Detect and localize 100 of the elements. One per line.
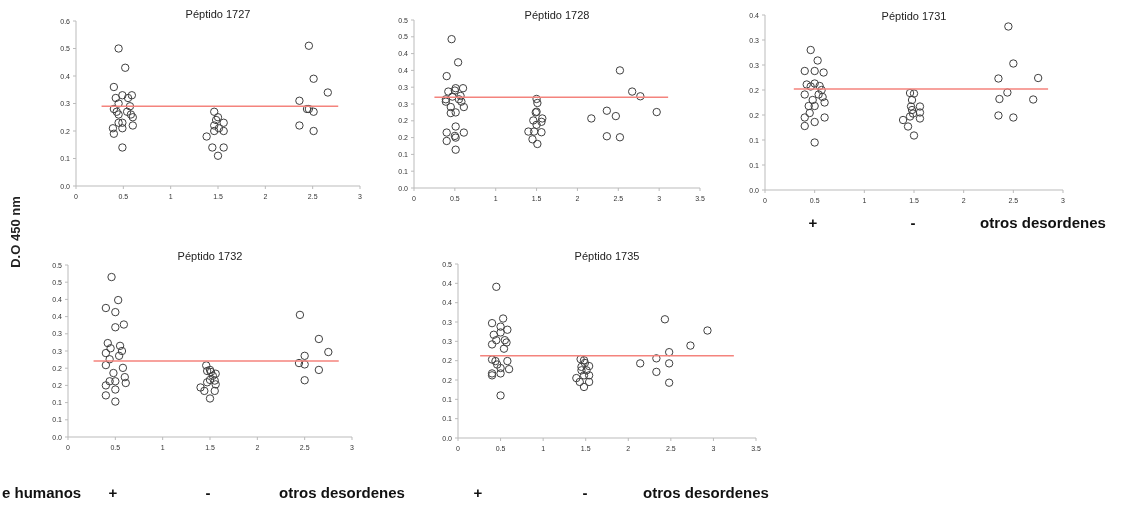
point	[114, 44, 123, 53]
point	[686, 341, 695, 350]
point	[127, 91, 137, 100]
point	[200, 386, 209, 396]
point	[908, 109, 918, 118]
point	[664, 378, 674, 387]
point	[458, 84, 468, 93]
text: -	[582, 484, 588, 501]
point	[529, 127, 539, 136]
point	[109, 368, 118, 378]
point	[324, 347, 333, 357]
point	[211, 369, 220, 378]
point	[444, 87, 453, 96]
point	[995, 94, 1004, 104]
point	[314, 334, 324, 344]
point	[584, 371, 594, 380]
point	[446, 108, 455, 118]
point	[579, 382, 589, 392]
point	[652, 354, 661, 363]
point	[664, 347, 674, 357]
point	[804, 101, 813, 111]
chart-title: Péptido 1728	[524, 9, 590, 21]
point	[459, 128, 469, 137]
point	[126, 110, 136, 119]
point	[214, 124, 224, 133]
point	[802, 80, 811, 89]
point	[210, 376, 219, 385]
point	[447, 34, 456, 44]
point	[498, 314, 508, 323]
point	[579, 371, 589, 380]
point	[572, 373, 581, 383]
point	[128, 113, 137, 122]
point	[820, 113, 829, 122]
point	[909, 131, 919, 140]
point	[587, 114, 596, 123]
point	[323, 88, 333, 97]
text: -	[205, 484, 211, 501]
point	[208, 371, 218, 380]
point	[118, 143, 127, 152]
point	[448, 92, 457, 101]
point	[456, 91, 465, 101]
point	[487, 318, 497, 328]
point	[115, 341, 125, 351]
point	[111, 323, 120, 332]
point	[1009, 113, 1018, 122]
point	[309, 107, 318, 116]
point	[602, 132, 612, 141]
point	[210, 121, 219, 130]
point	[906, 102, 916, 111]
point	[295, 310, 305, 320]
point	[309, 74, 318, 83]
point	[496, 391, 505, 400]
point	[442, 71, 451, 81]
point	[210, 107, 219, 116]
point	[491, 356, 500, 366]
point	[627, 87, 637, 96]
text: e humanos	[2, 484, 82, 501]
point	[103, 338, 112, 348]
point	[820, 98, 829, 107]
chart-title: Péptido 1731	[881, 10, 947, 22]
point	[813, 56, 822, 65]
point	[577, 362, 586, 372]
text: +	[108, 484, 118, 501]
point	[314, 365, 324, 375]
point	[503, 356, 512, 366]
point	[1009, 59, 1018, 68]
point	[577, 366, 586, 375]
point	[907, 105, 917, 115]
point	[819, 68, 828, 77]
point	[114, 110, 123, 119]
point	[800, 113, 809, 122]
point	[579, 356, 589, 365]
point	[800, 90, 809, 99]
point	[118, 124, 127, 133]
point	[202, 132, 211, 141]
point	[105, 377, 114, 386]
point	[538, 114, 547, 123]
point	[533, 139, 542, 149]
point	[909, 89, 919, 98]
point	[125, 102, 135, 111]
chart-title: Péptido 1732	[177, 250, 243, 262]
point	[580, 358, 590, 368]
point	[496, 322, 505, 331]
point	[304, 41, 314, 50]
point	[202, 378, 212, 387]
point	[499, 344, 509, 353]
point	[905, 112, 915, 121]
point	[210, 126, 219, 136]
point	[815, 81, 824, 91]
point	[492, 360, 502, 369]
point	[487, 355, 497, 364]
text: otros desordenes	[643, 484, 769, 501]
point	[898, 115, 908, 125]
point	[121, 63, 130, 72]
point	[575, 377, 584, 387]
point	[208, 143, 217, 152]
point	[487, 340, 497, 349]
point	[205, 375, 215, 385]
point	[202, 361, 211, 370]
point	[300, 376, 309, 385]
